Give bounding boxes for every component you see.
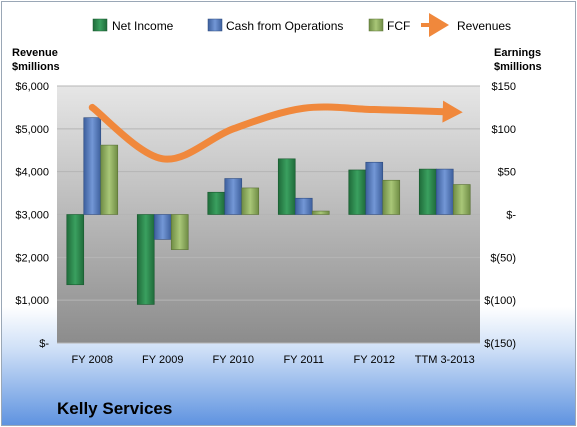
- category-label: FY 2012: [354, 354, 395, 366]
- right-tick-label: $100: [492, 124, 516, 136]
- bar-net-income: [66, 214, 85, 286]
- left-tick-label: $5,000: [15, 124, 49, 136]
- company-name: Kelly Services: [57, 399, 172, 418]
- left-axis-title-line1: Revenue: [12, 47, 58, 59]
- legend-label-revenues: Revenues: [457, 19, 511, 33]
- left-tick-label: $-: [39, 338, 49, 350]
- right-tick-label: $-: [506, 210, 516, 222]
- category-label: FY 2009: [142, 354, 183, 366]
- left-tick-label: $2,000: [15, 252, 49, 264]
- category-label: FY 2010: [213, 354, 254, 366]
- category-label: FY 2011: [283, 354, 324, 366]
- bar-net-income: [207, 191, 226, 215]
- bar-fcf: [452, 184, 471, 215]
- revenue-line-path: [88, 103, 449, 163]
- right-tick-label: $(100): [484, 295, 516, 307]
- legend-swatch-net-income: [92, 18, 108, 32]
- bar-fcf: [241, 187, 260, 215]
- left-tick-label: $6,000: [15, 81, 49, 93]
- bar-fcf: [311, 210, 330, 215]
- right-tick-label: $150: [492, 81, 516, 93]
- revenue-line: [88, 100, 463, 163]
- right-axis-title-line2: $millions: [494, 61, 542, 73]
- bar-net-income: [418, 168, 437, 215]
- left-tick-label: $3,000: [15, 210, 49, 222]
- right-tick-label: $(50): [490, 252, 516, 264]
- bar-cash-from-operations: [294, 197, 313, 215]
- bar-cash-from-operations: [224, 178, 243, 215]
- left-axis-ticks: $- $1,000 $2,000 $3,000 $4,000 $5,000 $6,000: [15, 81, 49, 350]
- right-axis-ticks: $(150) $(100) $(50) $- $50 $100 $150: [484, 81, 516, 350]
- right-tick-label: $50: [498, 167, 516, 179]
- legend-label-net-income: Net Income: [112, 19, 174, 33]
- legend: Net Income Cash from Operations FCF Reve…: [92, 13, 511, 37]
- legend-swatch-fcf: [368, 18, 384, 32]
- revenue-arrowhead: [442, 100, 463, 123]
- bar-net-income: [277, 158, 296, 215]
- bar-cash-from-operations: [153, 214, 172, 240]
- right-tick-label: $(150): [484, 338, 516, 350]
- bar-fcf: [382, 179, 401, 215]
- right-axis-title-line1: Earnings: [494, 47, 541, 59]
- bar-fcf: [170, 214, 189, 250]
- category-label: TTM 3-2013: [415, 354, 475, 366]
- legend-label-cash-from-operations: Cash from Operations: [226, 19, 343, 33]
- bar-net-income: [136, 214, 155, 305]
- bars: [66, 117, 471, 305]
- bar-cash-from-operations: [83, 117, 102, 215]
- bar-cash-from-operations: [365, 161, 384, 215]
- left-axis-title-line2: $millions: [12, 61, 60, 73]
- left-tick-label: $4,000: [15, 167, 49, 179]
- category-label: FY 2008: [72, 354, 113, 366]
- bar-cash-from-operations: [435, 168, 454, 215]
- bar-fcf: [100, 144, 119, 215]
- grid-lines: [57, 85, 480, 344]
- legend-label-fcf: FCF: [387, 19, 410, 33]
- category-labels: FY 2008 FY 2009 FY 2010 FY 2011 FY 2012 TTM 3…: [72, 354, 475, 366]
- legend-swatch-cash-from-operations: [207, 18, 223, 32]
- bar-net-income: [348, 169, 367, 215]
- left-tick-label: $1,000: [15, 295, 49, 307]
